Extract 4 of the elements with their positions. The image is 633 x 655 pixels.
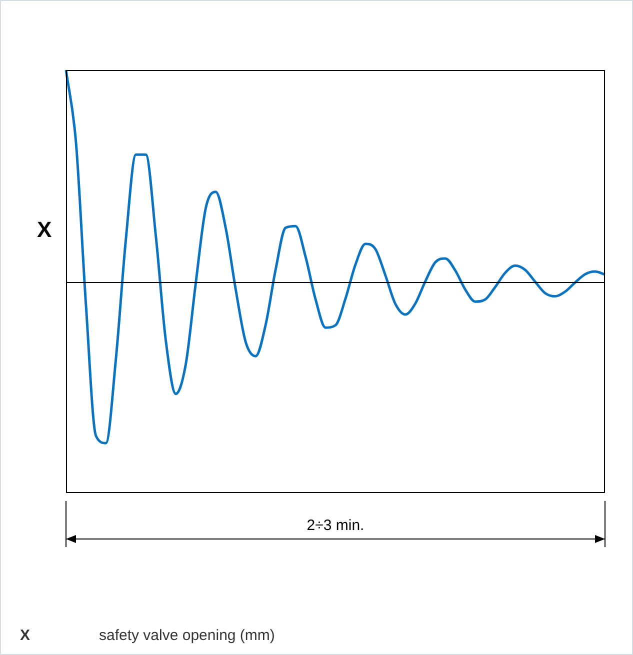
text: X <box>20 627 32 644</box>
x-axis-title: 2÷3 min. <box>306 517 364 534</box>
y-axis-title: X <box>37 216 52 242</box>
text: safety valve opening (mm) <box>99 627 275 644</box>
